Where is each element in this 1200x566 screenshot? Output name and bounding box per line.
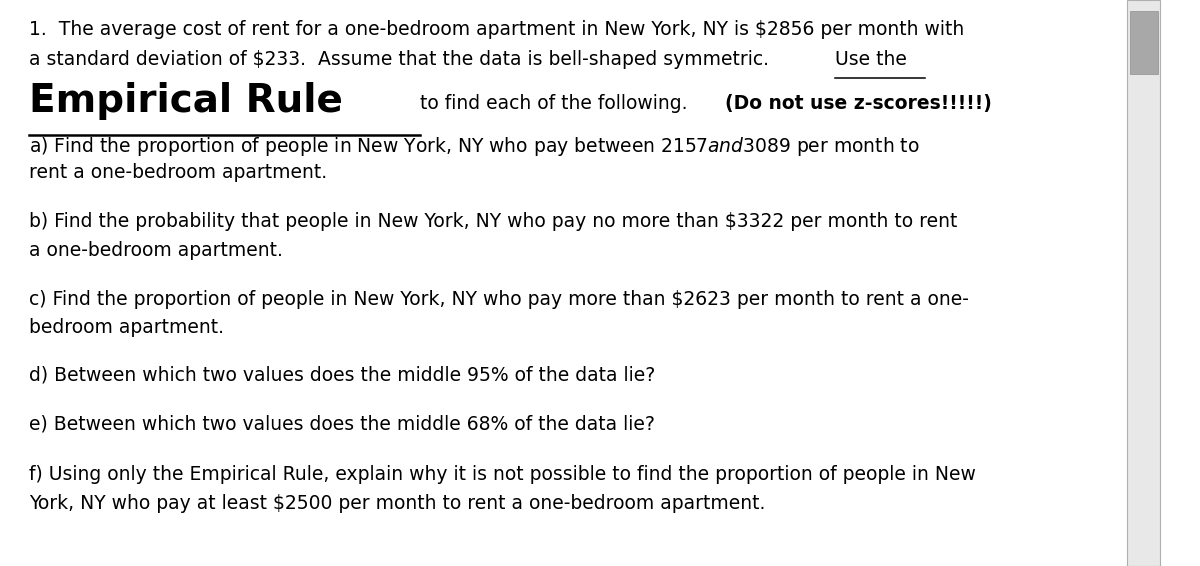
Text: a one-bedroom apartment.: a one-bedroom apartment.	[29, 241, 283, 260]
Text: a standard deviation of $233.  Assume that the data is bell-shaped symmetric.: a standard deviation of $233. Assume tha…	[29, 50, 781, 69]
Text: rent a one-bedroom apartment.: rent a one-bedroom apartment.	[29, 163, 328, 182]
Text: to find each of the following.: to find each of the following.	[414, 93, 700, 113]
Text: York, NY who pay at least $2500 per month to rent a one-bedroom apartment.: York, NY who pay at least $2500 per mont…	[29, 494, 766, 513]
Text: d) Between which two values does the middle 95% of the data lie?: d) Between which two values does the mid…	[29, 365, 655, 384]
Text: c) Find the proportion of people in New York, NY who pay more than $2623 per mon: c) Find the proportion of people in New …	[29, 290, 968, 309]
Text: bedroom apartment.: bedroom apartment.	[29, 318, 224, 337]
Text: 1.  The average cost of rent for a one-bedroom apartment in New York, NY is $285: 1. The average cost of rent for a one-be…	[29, 20, 965, 39]
FancyBboxPatch shape	[1129, 11, 1158, 74]
Text: a) Find the proportion of people in New York, NY who pay between $2157 and $3089: a) Find the proportion of people in New …	[29, 135, 919, 158]
Text: Use the: Use the	[835, 50, 907, 69]
FancyBboxPatch shape	[1127, 0, 1160, 566]
Text: f) Using only the Empirical Rule, explain why it is not possible to find the pro: f) Using only the Empirical Rule, explai…	[29, 465, 976, 484]
Text: b) Find the probability that people in New York, NY who pay no more than $3322 p: b) Find the probability that people in N…	[29, 212, 958, 231]
Text: Empirical Rule: Empirical Rule	[29, 82, 343, 120]
Text: e) Between which two values does the middle 68% of the data lie?: e) Between which two values does the mid…	[29, 414, 655, 434]
Text: (Do not use z-scores!!!!!): (Do not use z-scores!!!!!)	[725, 93, 991, 113]
